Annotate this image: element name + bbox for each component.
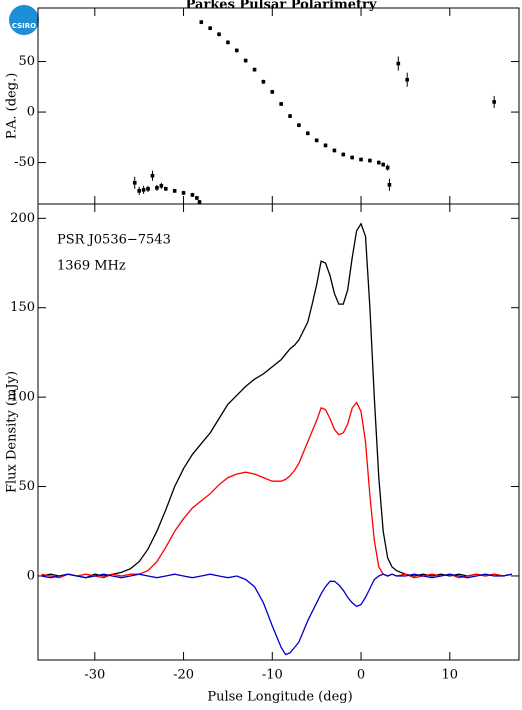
point	[381, 162, 386, 167]
point	[146, 187, 150, 191]
point	[217, 32, 221, 37]
point	[181, 191, 186, 195]
point	[159, 184, 164, 188]
point	[492, 100, 496, 104]
point	[234, 48, 239, 53]
y-tick-label: 50	[18, 54, 35, 69]
y-tick-label: -50	[14, 155, 35, 170]
point	[208, 26, 212, 31]
point	[323, 143, 328, 148]
point	[190, 193, 195, 197]
point	[252, 67, 257, 72]
point	[396, 61, 401, 66]
y-axis-label: Flux Density (mJy)	[5, 371, 20, 493]
point	[172, 189, 177, 193]
logo-text: CSIRO	[12, 22, 36, 30]
point	[141, 188, 146, 192]
point	[195, 196, 199, 200]
y-axis-label: P.A. (deg.)	[5, 73, 20, 140]
y-tick-label: 200	[10, 211, 35, 226]
x-tick-label: 0	[357, 668, 365, 683]
point	[405, 77, 409, 82]
y-tick-label: 0	[27, 105, 35, 120]
x-tick-label: -30	[84, 668, 105, 683]
x-axis-label: Pulse Longitude (deg)	[207, 690, 352, 705]
point	[385, 165, 390, 170]
point	[137, 189, 141, 193]
chart-title: Parkes Pulsar Polarimetry	[186, 0, 377, 13]
series-line	[41, 401, 513, 579]
point	[359, 157, 363, 162]
plot-frame	[37, 203, 520, 661]
point	[270, 90, 275, 94]
y-tick-label: 100	[10, 390, 35, 405]
point	[368, 158, 372, 163]
y-tick-label: 50	[18, 479, 35, 494]
point	[163, 187, 168, 191]
x-tick-label: 10	[442, 668, 459, 683]
x-tick-label: -10	[262, 668, 283, 683]
point	[243, 58, 248, 63]
annotation: PSR J0536−7543	[57, 233, 171, 248]
point	[297, 123, 301, 127]
point	[279, 102, 283, 106]
point	[305, 131, 310, 136]
point	[155, 186, 159, 190]
point	[314, 138, 319, 143]
annotation: 1369 MHz	[57, 259, 126, 274]
point	[332, 148, 337, 153]
point	[288, 114, 292, 118]
point	[350, 155, 354, 160]
plot-frame	[37, 7, 520, 205]
point	[132, 180, 137, 185]
point	[387, 183, 392, 187]
point	[261, 79, 266, 84]
point	[199, 20, 204, 24]
point	[341, 152, 346, 157]
y-tick-label: 150	[10, 300, 35, 315]
point	[376, 160, 381, 165]
series-line	[41, 573, 513, 656]
y-tick-label: 0	[27, 568, 35, 583]
point	[226, 40, 230, 45]
point	[150, 173, 155, 178]
x-tick-label: -20	[173, 668, 194, 683]
point	[197, 200, 202, 204]
logo	[9, 5, 39, 35]
series-line	[41, 222, 513, 579]
